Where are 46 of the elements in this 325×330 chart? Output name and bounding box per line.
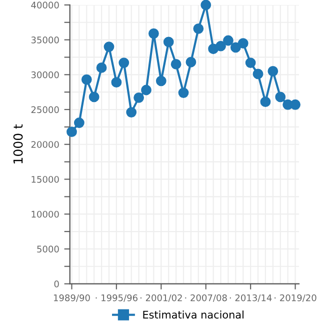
y-tick-label: 25000 [31,106,59,114]
point [216,40,226,52]
point [104,42,114,52]
point [186,56,196,68]
x-tick-label: · 2013/14 [230,294,272,302]
point [268,66,278,76]
x-tick-label: 1989/90 [54,294,90,302]
point [275,92,286,102]
point [245,58,256,68]
point [200,0,212,10]
y-axis-title: 1000 t [13,124,23,164]
y-tick-label: 30000 [31,71,59,78]
point [193,23,204,34]
y-tick-label: 40000 [31,2,59,9]
y-tick-label: 20000 [31,141,59,148]
y-tick-label: 5000 [37,246,59,252]
point [134,92,144,103]
point [252,68,264,80]
point [148,28,159,39]
point [223,35,234,46]
point [88,92,100,102]
point [238,38,248,48]
point [178,88,189,98]
point [141,84,152,96]
point [96,62,107,73]
y-tick-label: 10000 [32,210,59,218]
x-tick-label: · 2007/08 [185,294,227,302]
y-tick-label: 15000 [32,176,59,183]
x-tick-label: · 2001/02 [140,294,182,302]
point [230,42,241,53]
y-tick-label: 0 [54,280,59,288]
point [170,58,182,70]
point [290,99,300,110]
point [156,76,166,86]
y-tick-label: 35000 [31,36,59,44]
point [260,96,271,108]
point [118,58,130,68]
point [66,126,77,138]
x-tick-label: · 1995/96 [96,294,138,302]
point [81,74,92,85]
point [74,118,84,128]
point [111,77,122,88]
x-tick-label: · 2019/20 [274,294,316,302]
legend-label: Estimativa nacional [143,310,244,319]
point [163,36,174,48]
point [126,107,137,118]
